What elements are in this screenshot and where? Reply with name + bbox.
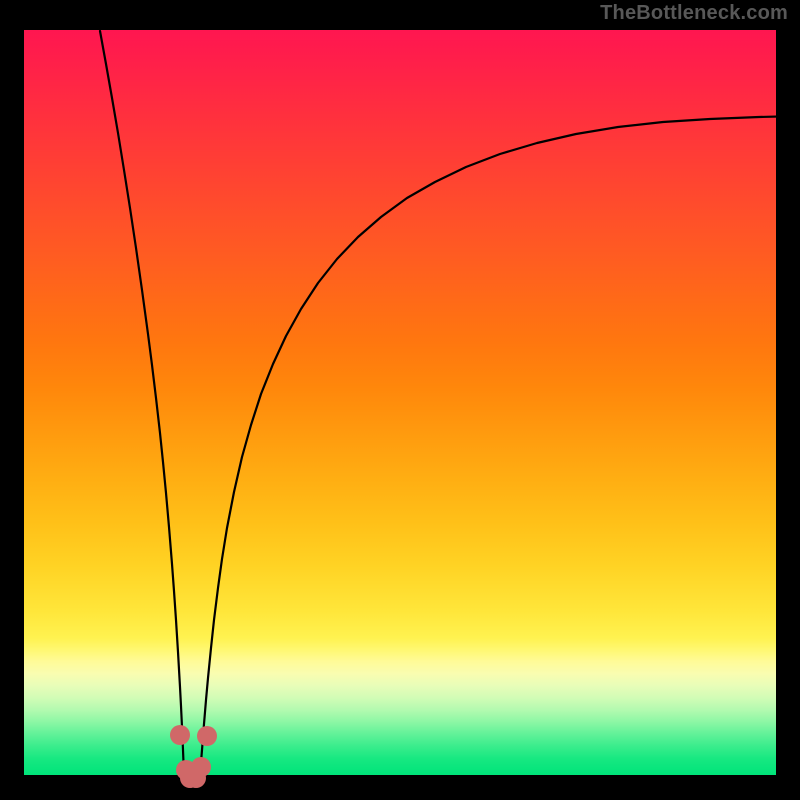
curve-marker: [197, 726, 217, 746]
plot-overlay: [0, 0, 800, 800]
chart-container: TheBottleneck.com: [0, 0, 800, 800]
curve-marker: [191, 757, 211, 777]
bottleneck-curve: [100, 31, 799, 775]
curve-marker: [170, 725, 190, 745]
watermark-text: TheBottleneck.com: [600, 2, 788, 25]
curve-markers: [170, 725, 217, 788]
